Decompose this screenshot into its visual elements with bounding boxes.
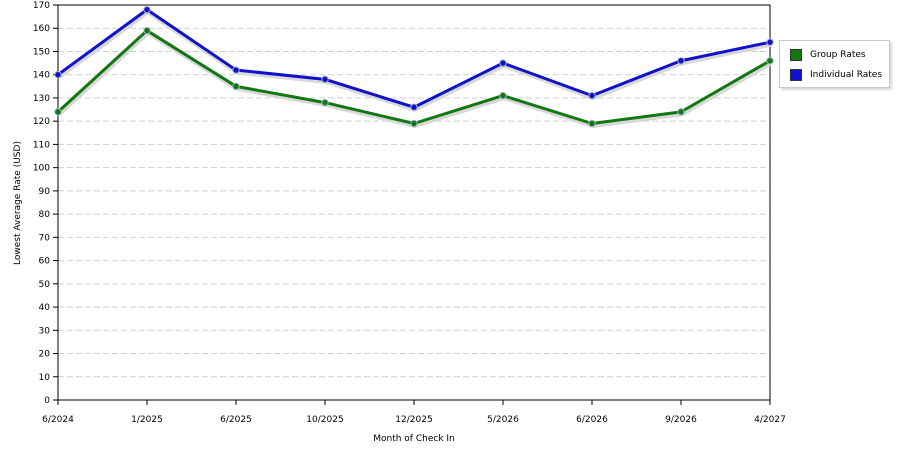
legend-swatch-individual-rates <box>790 69 802 81</box>
x-tick-label: 9/2026 <box>665 415 697 425</box>
x-tick-label: 12/2025 <box>395 415 432 425</box>
point-individual-rates <box>232 66 240 74</box>
legend-label-individual-rates: Individual Rates <box>810 70 883 80</box>
point-individual-rates <box>54 71 62 79</box>
point-group-rates <box>677 108 685 116</box>
point-individual-rates <box>588 91 596 100</box>
point-individual-rates <box>766 38 774 46</box>
x-tick-label: 5/2026 <box>487 415 519 425</box>
y-tick-label: 0 <box>44 396 50 406</box>
point-individual-rates <box>143 5 151 14</box>
y-tick-label: 20 <box>39 350 51 360</box>
y-tick-label: 10 <box>39 373 51 383</box>
point-individual-rates <box>677 57 685 65</box>
legend-item-individual-rates: Individual Rates <box>790 68 882 82</box>
point-group-rates <box>143 26 151 35</box>
legend-label-group-rates: Group Rates <box>810 50 866 60</box>
point-group-rates <box>588 119 596 128</box>
point-group-rates <box>499 91 507 100</box>
x-tick-label: 4/2027 <box>754 415 786 425</box>
y-tick-label: 160 <box>33 24 50 34</box>
x-tick-label: 6/2024 <box>42 415 74 425</box>
legend: Group Rates Individual Rates <box>779 40 890 88</box>
y-tick-label: 50 <box>39 280 51 290</box>
point-group-rates <box>321 98 329 107</box>
y-tick-label: 150 <box>33 47 50 57</box>
series-shadow-individual-rates <box>57 9 772 112</box>
y-tick-label: 30 <box>39 326 51 336</box>
y-tick-label: 90 <box>39 187 51 197</box>
y-tick-label: 170 <box>33 1 50 11</box>
point-individual-rates <box>321 75 329 84</box>
point-group-rates <box>410 119 418 128</box>
y-tick-label: 140 <box>33 71 50 81</box>
y-tick-label: 40 <box>39 303 51 313</box>
point-group-rates <box>232 82 240 91</box>
y-tick-label: 60 <box>39 257 51 267</box>
x-axis-title: Month of Check In <box>373 434 455 444</box>
y-tick-label: 110 <box>33 140 50 150</box>
series-layer <box>54 5 774 128</box>
x-tick-label: 10/2025 <box>306 415 343 425</box>
point-individual-rates <box>499 59 507 67</box>
y-tick-label: 120 <box>33 117 50 127</box>
point-group-rates <box>54 108 62 116</box>
axis-layer: 0 10 20 30 40 50 60 70 80 90 100 110 120 130 140 150 160… <box>33 1 786 425</box>
y-tick-label: 130 <box>33 94 50 104</box>
y-axis-title: Lowest Average Rate (USD) <box>13 141 23 265</box>
y-tick-label: 70 <box>39 233 51 243</box>
x-tick-label: 6/2025 <box>220 415 252 425</box>
x-tick-label: 6/2026 <box>576 415 608 425</box>
legend-item-group-rates: Group Rates <box>790 48 866 62</box>
grid-layer <box>58 27 770 378</box>
x-tick-label: 1/2025 <box>131 415 163 425</box>
y-tick-label: 80 <box>39 210 51 220</box>
point-group-rates <box>766 57 774 65</box>
y-tick-label: 100 <box>33 164 50 174</box>
plot-frame <box>57 4 771 401</box>
legend-swatch-group-rates <box>790 49 802 61</box>
point-individual-rates <box>410 103 418 111</box>
